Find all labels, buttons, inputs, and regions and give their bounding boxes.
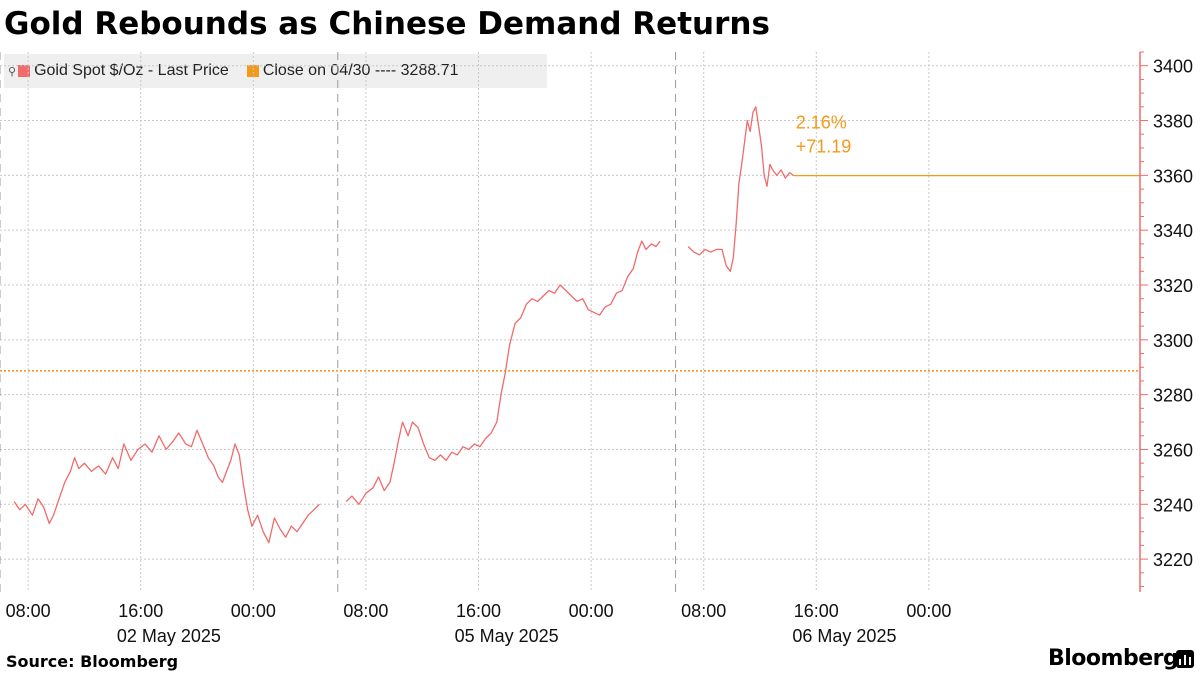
y-tick-label: 3360 bbox=[1153, 166, 1193, 186]
legend: ⚲ Gold Spot $/Oz - Last Price Close on 0… bbox=[4, 54, 547, 88]
y-tick-label: 3400 bbox=[1153, 57, 1193, 77]
y-tick-label: 3280 bbox=[1153, 386, 1193, 406]
reference-swatch bbox=[246, 65, 259, 77]
series-swatch bbox=[18, 65, 31, 77]
y-tick-label: 3340 bbox=[1153, 221, 1193, 241]
x-tick-label: 00:00 bbox=[231, 601, 276, 621]
legend-reference-label: Close on 04/30 ---- 3288.71 bbox=[262, 62, 459, 79]
legend-item-reference[interactable]: Close on 04/30 ---- 3288.71 bbox=[245, 62, 459, 80]
legend-item-series[interactable]: Gold Spot $/Oz - Last Price bbox=[16, 62, 229, 80]
x-tick-label: 08:00 bbox=[343, 601, 388, 621]
series-line-gold-spot bbox=[345, 240, 661, 505]
x-date-label: 06 May 2025 bbox=[792, 626, 896, 646]
y-tick-label: 3240 bbox=[1153, 495, 1193, 515]
x-tick-label: 00:00 bbox=[569, 601, 614, 621]
x-tick-label: 16:00 bbox=[794, 601, 839, 621]
x-tick-label: 08:00 bbox=[6, 601, 51, 621]
pin-icon[interactable]: ⚲ bbox=[8, 65, 17, 78]
series-line-gold-spot bbox=[687, 106, 795, 272]
chart-title: Gold Rebounds as Chinese Demand Returns bbox=[4, 6, 770, 42]
legend-series-label: Gold Spot $/Oz - Last Price bbox=[34, 62, 229, 79]
x-tick-label: 16:00 bbox=[456, 601, 501, 621]
bloomberg-chart-icon bbox=[1176, 650, 1194, 668]
source-note: Source: Bloomberg bbox=[6, 652, 179, 671]
y-tick-label: 3220 bbox=[1153, 550, 1193, 570]
annotation-pct: 2.16% bbox=[796, 113, 847, 133]
x-tick-label: 08:00 bbox=[681, 601, 726, 621]
y-tick-label: 3260 bbox=[1153, 440, 1193, 460]
x-tick-label: 00:00 bbox=[906, 601, 951, 621]
y-tick-label: 3380 bbox=[1153, 112, 1193, 132]
x-date-label: 05 May 2025 bbox=[455, 626, 559, 646]
y-tick-label: 3320 bbox=[1153, 276, 1193, 296]
y-tick-label: 3300 bbox=[1153, 331, 1193, 351]
annotation-change: +71.19 bbox=[796, 137, 852, 157]
x-tick-label: 16:00 bbox=[118, 601, 163, 621]
bloomberg-logo: Bloomberg bbox=[1048, 646, 1179, 671]
x-date-label: 02 May 2025 bbox=[117, 626, 221, 646]
series-line-gold-spot bbox=[13, 429, 320, 544]
